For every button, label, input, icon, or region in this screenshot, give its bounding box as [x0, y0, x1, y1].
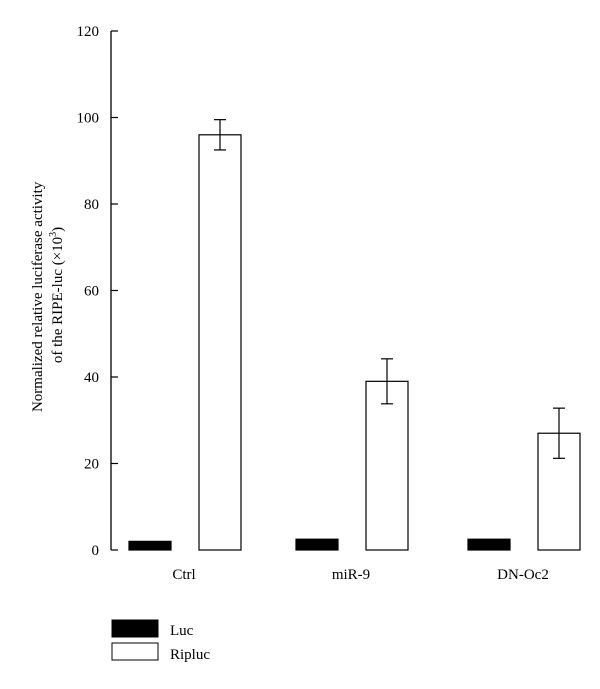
x-category-label: DN-Oc2	[497, 567, 549, 583]
y-axis-label-line1: Normalized relative luciferase activity	[30, 181, 46, 412]
x-category-label: Ctrl	[172, 567, 195, 583]
y-tick-label: 80	[84, 197, 99, 213]
bars	[128, 134, 581, 551]
y-tick-label: 20	[84, 457, 99, 473]
y-tick-label: 100	[77, 111, 100, 127]
y-tick-label: 120	[77, 24, 100, 40]
legend-label-luc: Luc	[170, 623, 194, 639]
bar-luc-dn-oc2	[467, 538, 511, 551]
legend-label-ripluc: Ripluc	[170, 647, 210, 663]
category-labels: Ctrl miR-9 DN-Oc2	[172, 567, 549, 583]
legend-swatch-ripluc	[111, 642, 159, 661]
y-tick-label: 60	[84, 284, 99, 300]
bar-luc-mir-9	[295, 538, 339, 551]
y-tick-label: 40	[84, 370, 99, 386]
y-axis-label-line2-pre: of the RIPE-luc (×10	[50, 237, 66, 363]
x-category-label: miR-9	[332, 567, 370, 583]
legend: Luc Ripluc	[111, 619, 210, 663]
y-axis: 0 20 40 60 80 100 120	[77, 24, 118, 559]
bar-ripluc-ctrl	[198, 134, 242, 551]
legend-swatch-luc	[111, 619, 159, 638]
bar-ripluc-mir-9	[365, 380, 409, 551]
y-axis-label-line2-post: )	[50, 227, 66, 232]
error-bars	[214, 119, 565, 459]
bar-luc-ctrl	[128, 540, 172, 551]
y-axis-label-superscript: 3	[48, 232, 59, 237]
y-tick-label: 0	[92, 543, 100, 559]
y-axis-label: Normalized relative luciferase activity …	[30, 178, 66, 412]
